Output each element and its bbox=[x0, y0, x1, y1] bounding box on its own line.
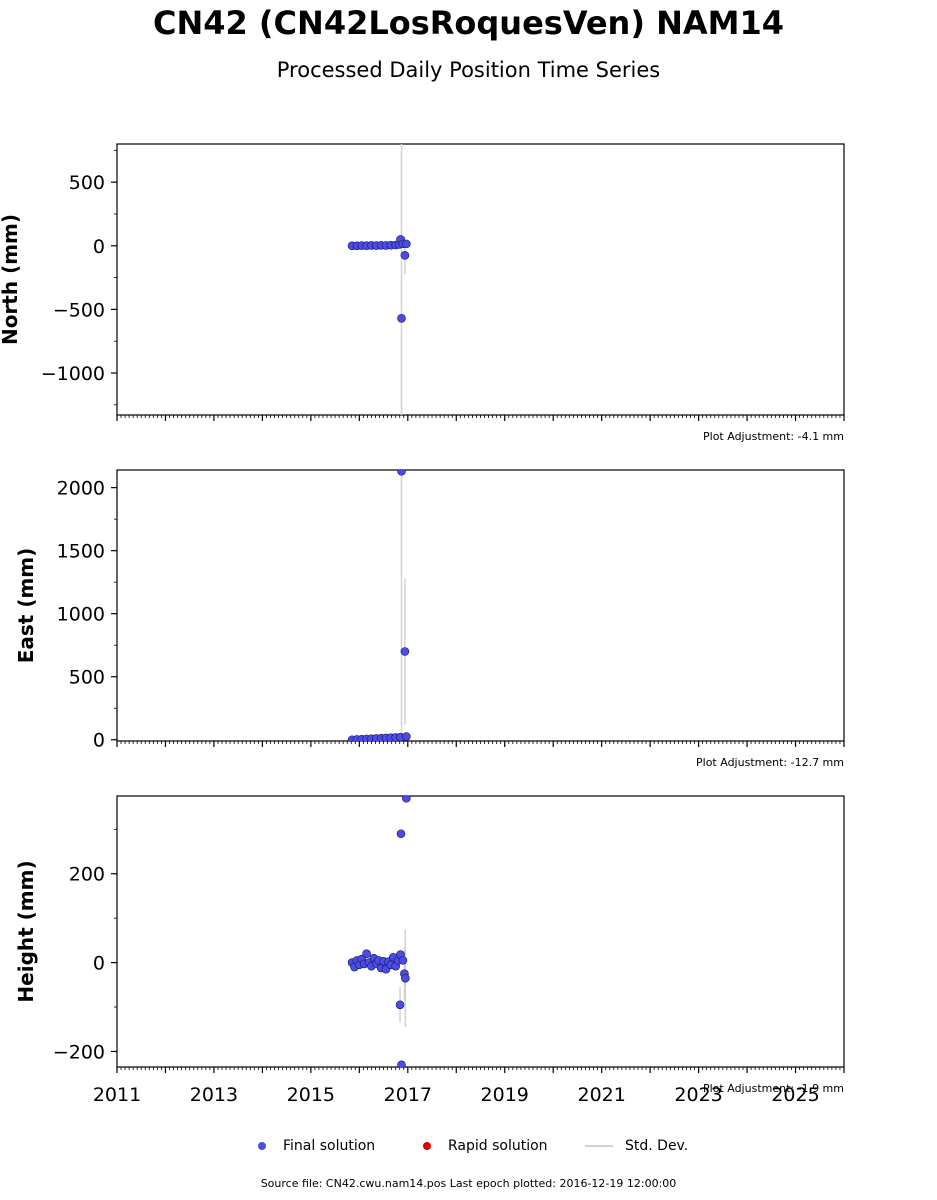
source-file-note: Source file: CN42.cwu.nam14.pos Last epo… bbox=[260, 1177, 677, 1190]
panel-frame bbox=[116, 469, 845, 742]
data-point bbox=[395, 1000, 405, 1010]
legend: Final solution Rapid solution Std. Dev. bbox=[0, 1138, 937, 1158]
y-axis-label: East (mm) bbox=[14, 548, 38, 664]
y-tick-label: −500 bbox=[53, 299, 105, 321]
x-tick-label: 2013 bbox=[190, 1084, 238, 1106]
x-tick-label: 2011 bbox=[93, 1084, 141, 1106]
y-tick-label: 0 bbox=[93, 953, 105, 975]
data-point bbox=[397, 314, 406, 323]
plot-adjustment-label: Plot Adjustment: -4.1 mm bbox=[703, 430, 844, 443]
y-tick-label: 200 bbox=[69, 864, 105, 886]
legend-stddev: Std. Dev. bbox=[585, 1138, 688, 1154]
x-tick-label: 2021 bbox=[577, 1084, 625, 1106]
legend-rapid-label: Rapid solution bbox=[448, 1138, 548, 1154]
y-tick-label: 500 bbox=[69, 172, 105, 194]
y-tick-label: −200 bbox=[53, 1041, 105, 1063]
y-tick-label: 1500 bbox=[57, 541, 105, 563]
plot-adjustment-label: Plot Adjustment: -12.7 mm bbox=[696, 756, 844, 769]
page-title: CN42 (CN42LosRoquesVen) NAM14 bbox=[152, 4, 785, 42]
data-point bbox=[362, 949, 371, 959]
data-point bbox=[401, 973, 410, 983]
y-tick-label: −1000 bbox=[41, 363, 105, 385]
data-point bbox=[402, 239, 411, 249]
y-tick-label: 500 bbox=[69, 667, 105, 689]
data-point bbox=[400, 251, 410, 260]
y-axis-label: Height (mm) bbox=[14, 860, 38, 1002]
x-tick-label: 2025 bbox=[771, 1084, 819, 1106]
x-tick-label: 2017 bbox=[384, 1084, 432, 1106]
plot-adjustment-label: Plot Adjustment: -1.9 mm bbox=[703, 1082, 844, 1095]
y-axis-label: North (mm) bbox=[0, 214, 22, 345]
legend-final: Final solution bbox=[258, 1138, 375, 1154]
data-point bbox=[402, 796, 411, 803]
y-tick-label: 0 bbox=[93, 236, 105, 258]
data-point bbox=[397, 470, 406, 476]
rapid-solution-marker-icon bbox=[423, 1142, 431, 1150]
page-subtitle: Processed Daily Position Time Series bbox=[276, 58, 661, 82]
std-dev-line-icon bbox=[585, 1145, 613, 1147]
x-tick-label: 2015 bbox=[287, 1084, 335, 1106]
panel-frame bbox=[116, 143, 845, 416]
data-point bbox=[397, 1060, 406, 1067]
data-point bbox=[396, 829, 406, 839]
legend-final-label: Final solution bbox=[283, 1138, 376, 1154]
y-tick-label: 1000 bbox=[57, 604, 105, 626]
y-tick-label: 2000 bbox=[57, 478, 105, 500]
legend-stddev-label: Std. Dev. bbox=[625, 1138, 689, 1154]
legend-rapid: Rapid solution bbox=[423, 1138, 548, 1154]
data-point bbox=[400, 647, 410, 656]
x-tick-label: 2019 bbox=[481, 1084, 529, 1106]
x-tick-label: 2023 bbox=[674, 1084, 722, 1106]
final-solution-marker-icon bbox=[258, 1142, 266, 1150]
data-point bbox=[402, 732, 411, 741]
panel-frame bbox=[116, 795, 845, 1068]
y-tick-label: 0 bbox=[93, 730, 105, 752]
data-point bbox=[398, 956, 408, 965]
